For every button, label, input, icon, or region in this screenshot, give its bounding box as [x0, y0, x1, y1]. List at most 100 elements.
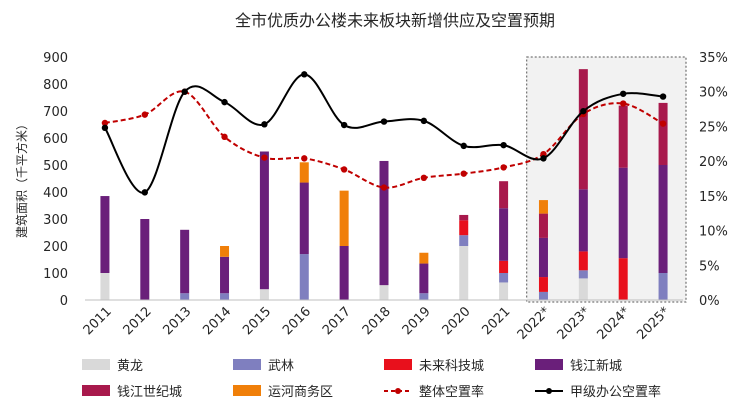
bar-钱江新城-2012: [140, 219, 150, 300]
y2-tick-20%: 20%: [699, 155, 728, 170]
point-整体空置率-2016: [301, 155, 308, 162]
x-tick-2013: 2013: [160, 304, 194, 338]
x-tick-2019: 2019: [400, 304, 434, 338]
legend-item-钱江新城: 钱江新城: [535, 358, 622, 374]
bar-武林-2022*: [538, 291, 548, 300]
bar-钱江新城-2024*: [618, 167, 628, 259]
bar-武林-2016: [299, 254, 309, 300]
y-tick-400: 400: [43, 186, 68, 201]
point-整体空置率-2017: [340, 166, 348, 173]
point-甲级办公空置率-2015: [261, 121, 268, 128]
legend-swatch-运河商务区: [233, 385, 261, 396]
bar-未来科技城-2022*: [538, 277, 548, 292]
bar-运河商务区-2022*: [538, 200, 548, 214]
legend-item-黄龙: 黄龙: [82, 359, 143, 374]
y-tick-100: 100: [43, 267, 68, 282]
chart-title: 全市优质办公楼未来板块新增供应及空置预期: [235, 11, 555, 30]
legend-label-钱江世纪城: 钱江世纪城: [117, 385, 182, 400]
bar-钱江新城-2016: [299, 182, 309, 255]
x-tick-2025*: 2025*: [634, 304, 673, 343]
point-整体空置率-2019: [420, 174, 428, 182]
x-tick-2023*: 2023*: [555, 304, 594, 343]
legend-label-黄龙: 黄龙: [117, 359, 143, 374]
bar-钱江新城-2021: [499, 208, 509, 261]
legend-label-甲级办公空置率: 甲级办公空置率: [570, 384, 661, 400]
x-tick-2020: 2020: [440, 304, 474, 338]
bar-武林-2019: [419, 293, 429, 300]
legend-marker-整体空置率: [395, 388, 401, 394]
x-tick-2011: 2011: [81, 304, 115, 338]
point-甲级办公空置率-2013: [181, 88, 188, 95]
point-甲级办公空置率-2016: [301, 71, 308, 78]
point-甲级办公空置率-2019: [420, 117, 428, 125]
point-甲级办公空置率-2014: [221, 98, 228, 106]
y-tick-900: 900: [43, 51, 68, 66]
point-甲级办公空置率-2020: [460, 142, 467, 150]
bar-武林-2023*: [578, 270, 588, 279]
bar-钱江世纪城-2024*: [618, 105, 628, 168]
y2-tick-25%: 25%: [699, 120, 728, 135]
point-整体空置率-2020: [460, 170, 467, 177]
bar-钱江新城-2022*: [538, 237, 548, 278]
bar-钱江世纪城-2025*: [658, 102, 668, 165]
bar-黄龙-2023*: [578, 278, 588, 300]
bar-黄龙-2018: [379, 285, 389, 300]
bar-未来科技城-2021: [499, 260, 509, 273]
bar-未来科技城-2020: [459, 220, 469, 236]
point-整体空置率-2015: [261, 154, 268, 161]
legend-swatch-未来科技城: [384, 359, 412, 370]
y-tick-300: 300: [43, 213, 68, 228]
bar-运河商务区-2016: [299, 162, 309, 183]
y2-tick-5%: 5%: [699, 259, 720, 274]
bar-未来科技城-2023*: [578, 251, 588, 271]
x-tick-2012: 2012: [121, 304, 155, 338]
legend-item-钱江世纪城: 钱江世纪城: [82, 385, 182, 400]
point-整体空置率-2011: [101, 119, 109, 127]
y-tick-0: 0: [60, 294, 68, 309]
legend-item-甲级办公空置率: 甲级办公空置率: [535, 384, 661, 400]
x-tick-2018: 2018: [360, 304, 394, 338]
y2-tick-10%: 10%: [699, 225, 728, 240]
point-整体空置率-2025*: [659, 120, 667, 127]
y-axis-label: 建筑面积（千平方米）: [14, 118, 29, 238]
bar-钱江新城-2017: [339, 246, 349, 300]
bar-钱江新城-2019: [419, 263, 429, 294]
bar-钱江新城-2018: [379, 160, 389, 286]
bar-黄龙-2020: [459, 246, 469, 300]
bar-钱江世纪城-2023*: [578, 69, 588, 190]
bar-钱江世纪城-2022*: [538, 213, 548, 238]
legend-item-武林: 武林: [233, 359, 294, 374]
bar-钱江新城-2025*: [658, 165, 668, 273]
bar-钱江世纪城-2021: [499, 181, 509, 209]
legend-item-运河商务区: 运河商务区: [233, 384, 333, 400]
point-整体空置率-2021: [500, 164, 507, 171]
point-甲级办公空置率-2018: [380, 118, 388, 125]
point-甲级办公空置率-2023*: [580, 107, 587, 115]
bar-武林-2020: [459, 235, 469, 246]
legend-label-整体空置率: 整体空置率: [419, 384, 484, 400]
point-甲级办公空置率-2024*: [620, 90, 627, 97]
x-tick-2021: 2021: [479, 304, 513, 338]
x-tick-2015: 2015: [240, 304, 274, 338]
y-tick-500: 500: [43, 159, 68, 174]
legend-swatch-钱江世纪城: [82, 385, 110, 396]
y2-tick-0%: 0%: [699, 294, 720, 309]
point-整体空置率-2014: [221, 133, 228, 141]
point-甲级办公空置率-2021: [500, 141, 507, 149]
y-tick-800: 800: [43, 78, 68, 93]
bar-武林-2013: [180, 293, 190, 300]
bar-钱江世纪城-2020: [459, 214, 469, 221]
point-整体空置率-2018: [380, 184, 388, 191]
y2-tick-35%: 35%: [699, 51, 728, 66]
legend-label-未来科技城: 未来科技城: [419, 359, 484, 374]
bar-武林-2025*: [658, 273, 668, 300]
point-甲级办公空置率-2022*: [540, 155, 547, 162]
bar-钱江新城-2011: [100, 196, 110, 273]
legend-label-武林: 武林: [268, 359, 294, 374]
x-tick-2022*: 2022*: [515, 304, 554, 343]
y-tick-700: 700: [43, 105, 68, 120]
legend-swatch-黄龙: [82, 359, 110, 370]
bar-运河商务区-2014: [220, 246, 230, 257]
legend-item-整体空置率: 整体空置率: [384, 384, 484, 400]
